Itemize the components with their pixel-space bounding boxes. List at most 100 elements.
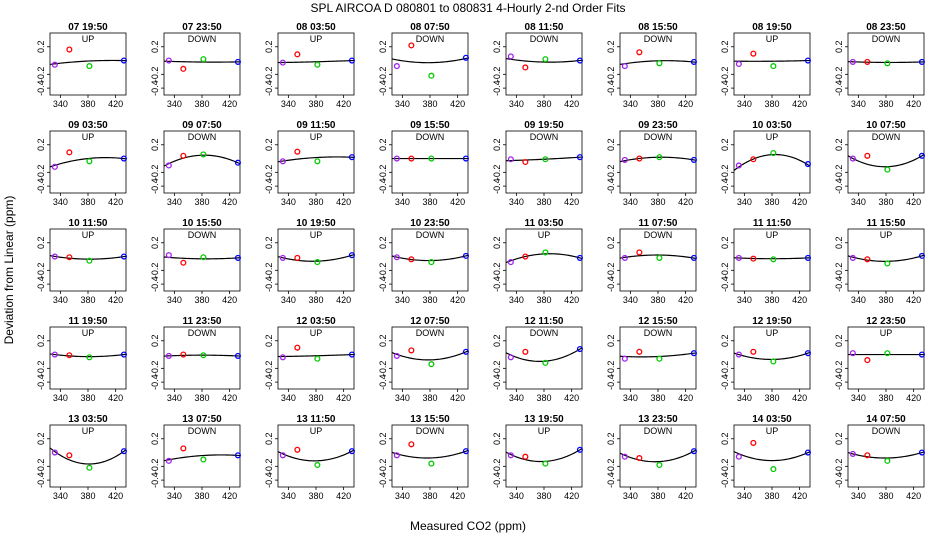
y-tick-label: -0.2 <box>606 165 616 181</box>
panel-flow-label: DOWN <box>644 34 673 44</box>
y-tick-label: -0.4 <box>720 80 730 96</box>
y-tick-label: 0.2 <box>834 335 844 348</box>
x-tick-label: 420 <box>906 295 921 305</box>
data-point <box>750 156 757 163</box>
panel-title: 12 15:50 <box>638 316 678 327</box>
panel-title: 14 07:50 <box>866 414 906 425</box>
y-tick-label: -0.4 <box>720 178 730 194</box>
y-tick-label: -0.2 <box>834 165 844 181</box>
x-tick-label: 420 <box>222 99 237 109</box>
x-tick-label: 380 <box>308 393 323 403</box>
y-tick-label: -0.2 <box>150 67 160 83</box>
data-point <box>884 457 891 464</box>
y-tick-label: -0.4 <box>36 374 46 390</box>
x-tick-label: 380 <box>422 393 437 403</box>
data-point <box>200 456 207 463</box>
y-tick-label: -0.2 <box>834 361 844 377</box>
data-point <box>735 453 742 460</box>
data-point <box>428 460 435 467</box>
x-tick-label: 380 <box>764 99 779 109</box>
x-tick-label: 420 <box>336 393 351 403</box>
y-tick-label: -0.4 <box>150 276 160 292</box>
x-tick-label: 420 <box>450 295 465 305</box>
panel-title: 10 19:50 <box>296 218 336 229</box>
fit-curve <box>505 156 583 162</box>
y-tick-label: 0.2 <box>606 335 616 348</box>
data-point <box>348 154 355 161</box>
y-tick-label: -0.2 <box>606 361 616 377</box>
x-tick-label: 420 <box>222 393 237 403</box>
data-point <box>507 354 514 361</box>
y-tick-label: -0.4 <box>606 472 616 488</box>
data-point <box>462 155 469 162</box>
data-point <box>636 155 643 162</box>
data-point <box>770 149 777 157</box>
data-point <box>279 452 286 459</box>
fit-curve <box>391 57 469 64</box>
data-point <box>120 57 127 64</box>
y-tick-label: -0.4 <box>264 276 274 292</box>
data-point <box>66 254 73 261</box>
y-tick-label: 0.2 <box>378 335 388 348</box>
data-point <box>770 358 777 365</box>
fit-curve <box>619 156 697 163</box>
x-tick-label: 380 <box>536 491 551 501</box>
y-tick-label: -0.2 <box>492 459 502 475</box>
y-tick-label: 0.2 <box>150 237 160 250</box>
x-tick-label: 340 <box>53 99 68 109</box>
data-point <box>656 60 663 67</box>
panel-title: 10 07:50 <box>866 120 906 131</box>
data-point <box>750 255 757 262</box>
x-tick-label: 380 <box>194 491 209 501</box>
y-tick-label: -0.4 <box>834 472 844 488</box>
y-tick-label: 0.2 <box>150 335 160 348</box>
x-tick-label: 380 <box>194 197 209 207</box>
y-tick-label: -0.4 <box>264 472 274 488</box>
x-tick-label: 420 <box>108 99 123 109</box>
panel-flow-label: UP <box>880 328 893 338</box>
y-tick-label: 0.2 <box>720 139 730 152</box>
x-tick-label: 380 <box>308 197 323 207</box>
x-tick-label: 340 <box>737 99 752 109</box>
data-point <box>864 58 871 65</box>
panel-title: 08 19:50 <box>752 22 792 33</box>
data-point <box>462 54 469 61</box>
panel-title: 07 19:50 <box>68 22 108 33</box>
data-point <box>294 344 301 351</box>
data-point <box>66 352 73 359</box>
data-point <box>428 361 435 368</box>
x-tick-label: 420 <box>906 197 921 207</box>
data-point <box>348 252 355 259</box>
y-tick-label: -0.4 <box>150 178 160 194</box>
data-point <box>165 252 172 259</box>
data-point <box>522 64 529 71</box>
x-tick-label: 420 <box>906 99 921 109</box>
y-tick-label: -0.2 <box>150 263 160 279</box>
fit-curve <box>733 153 811 171</box>
x-tick-label: 380 <box>80 295 95 305</box>
x-tick-label: 420 <box>108 393 123 403</box>
x-tick-label: 420 <box>222 295 237 305</box>
data-point <box>804 449 811 456</box>
data-point <box>428 155 435 162</box>
data-point <box>690 350 697 357</box>
panel-flow-label: UP <box>880 230 893 240</box>
y-tick-label: -0.4 <box>378 178 388 194</box>
y-tick-label: 0.2 <box>606 41 616 54</box>
x-tick-label: 340 <box>53 393 68 403</box>
data-point <box>165 457 172 464</box>
y-tick-label: -0.4 <box>150 374 160 390</box>
x-tick-label: 340 <box>851 393 866 403</box>
data-point <box>522 348 529 355</box>
fit-curve <box>391 350 469 361</box>
y-tick-label: -0.2 <box>834 459 844 475</box>
panel-title: 11 15:50 <box>867 218 906 229</box>
y-tick-label: -0.4 <box>606 276 616 292</box>
data-point <box>86 464 93 471</box>
